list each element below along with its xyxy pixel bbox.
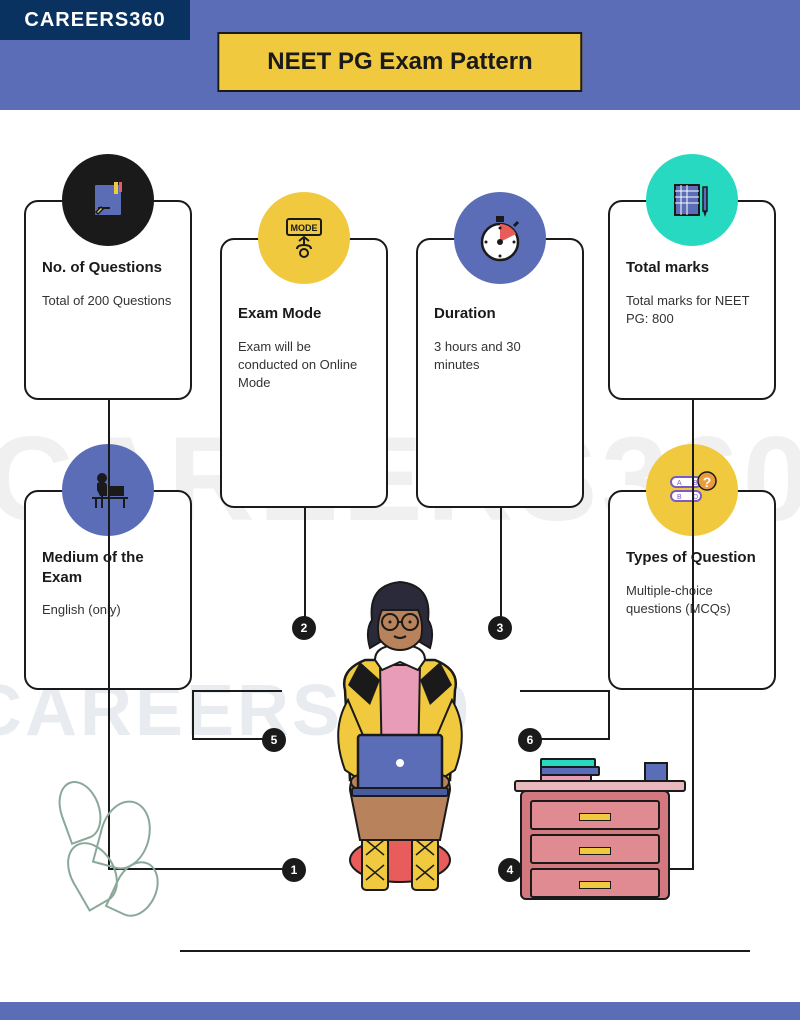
connector-line	[608, 690, 610, 740]
books-decoration	[540, 758, 600, 782]
stopwatch-icon	[454, 192, 546, 284]
page-title: NEET PG Exam Pattern	[217, 32, 582, 92]
svg-text:A: A	[677, 480, 682, 487]
illustration	[240, 570, 560, 970]
card-desc: Exam will be conducted on Online Mode	[238, 338, 370, 393]
card-marks: Total marks Total marks for NEET PG: 800	[608, 200, 776, 400]
footer-bar	[0, 1002, 800, 1020]
header-bar: CAREERS360 NEET PG Exam Pattern	[0, 0, 800, 110]
card-duration: Duration 3 hours and 30 minutes	[416, 238, 584, 508]
plant-decoration	[50, 760, 180, 940]
svg-text:B: B	[677, 494, 682, 501]
card-mode: MODE Exam Mode Exam will be conducted on…	[220, 238, 388, 508]
brand-logo: CAREERS360	[0, 0, 190, 40]
brand-text: CAREERS360	[24, 9, 165, 32]
svg-text:?: ?	[703, 474, 712, 490]
card-desc: 3 hours and 30 minutes	[434, 338, 566, 374]
card-title: Duration	[434, 304, 566, 324]
card-title: Total marks	[626, 258, 758, 278]
person-illustration	[290, 570, 510, 910]
connector-line	[192, 690, 194, 740]
card-questions: No. of Questions Total of 200 Questions	[24, 200, 192, 400]
sheet-icon	[646, 154, 738, 246]
content-area: No. of Questions Total of 200 Questions …	[0, 110, 800, 1002]
mode-icon: MODE	[258, 192, 350, 284]
desk-decoration	[520, 790, 680, 930]
svg-text:MODE: MODE	[291, 223, 318, 233]
card-title: Exam Mode	[238, 304, 370, 324]
card-desc: Total of 200 Questions	[42, 292, 174, 310]
card-desc: Total marks for NEET PG: 800	[626, 292, 758, 328]
card-title: No. of Questions	[42, 258, 174, 278]
connector-line	[692, 400, 694, 870]
book-icon	[62, 154, 154, 246]
